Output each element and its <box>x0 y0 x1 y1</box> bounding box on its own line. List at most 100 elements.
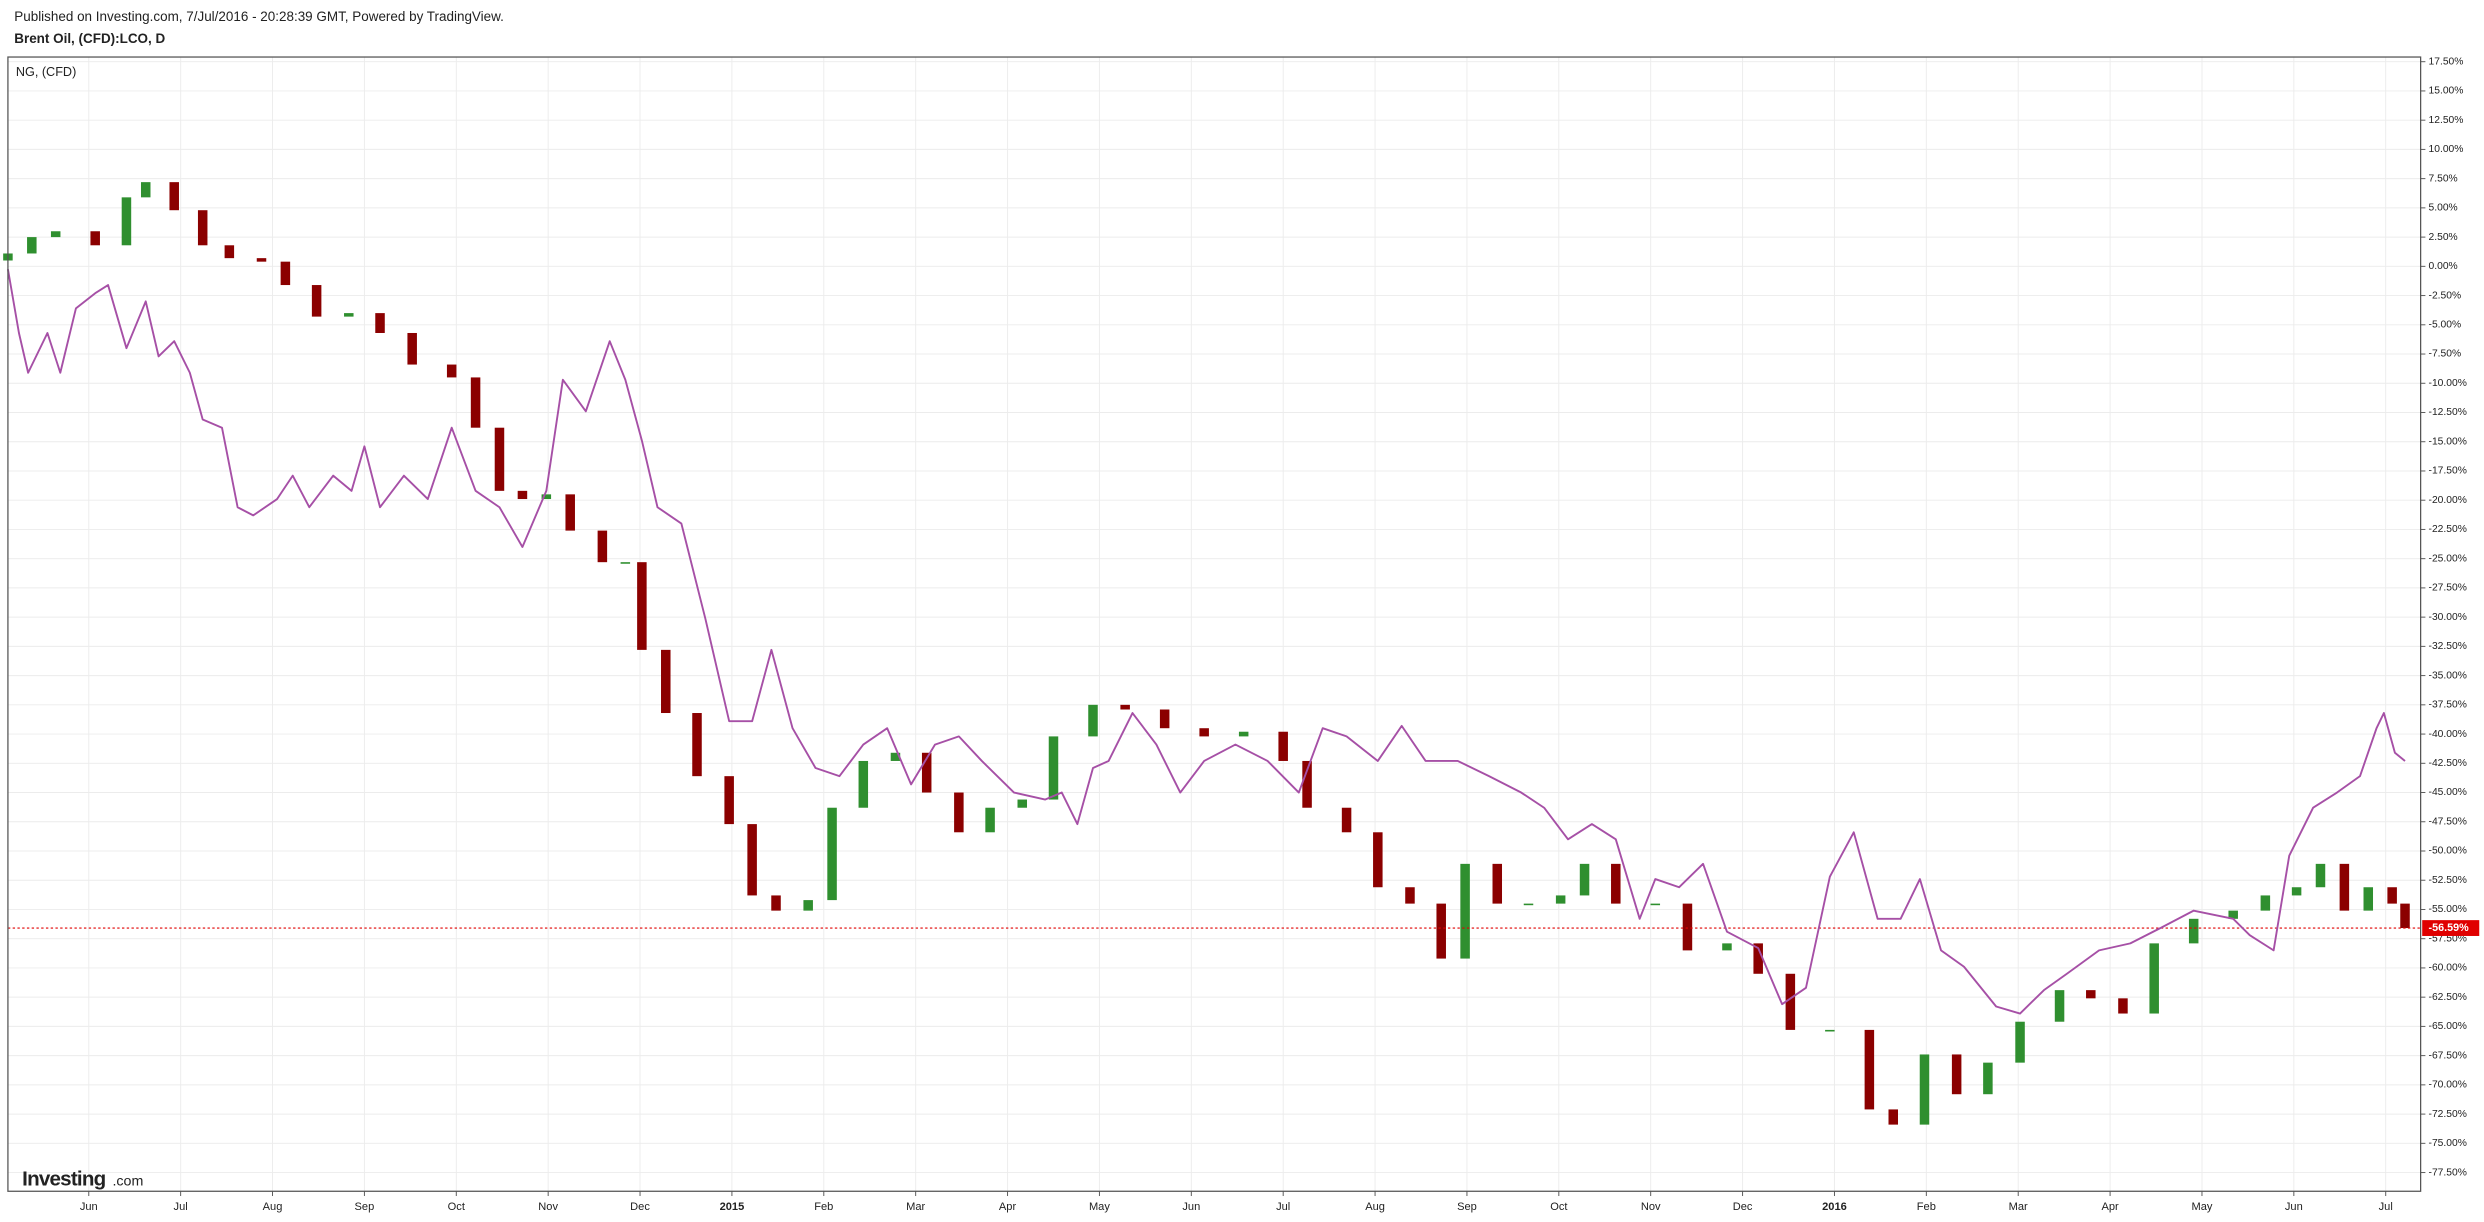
y-tick-label: -52.50% <box>2429 875 2467 886</box>
x-tick-label: Apr <box>2101 1201 2119 1213</box>
grid <box>7 57 2421 1192</box>
candle-body <box>1492 863 1503 904</box>
candle-body <box>494 427 505 491</box>
candle-body <box>747 824 757 896</box>
x-tick-label: Mar <box>906 1201 925 1213</box>
candle-body <box>858 760 869 808</box>
y-tick-label: 2.50% <box>2429 232 2458 243</box>
x-tick-label: Aug <box>1365 1201 1385 1213</box>
y-tick-label: -25.00% <box>2429 553 2467 564</box>
y-tick-label: -27.50% <box>2429 583 2467 594</box>
y-tick-label: -42.50% <box>2429 758 2467 769</box>
x-tick-label: Jul <box>174 1201 188 1213</box>
candle-body <box>2339 863 2350 911</box>
y-tick-label: -7.50% <box>2429 349 2462 360</box>
candle-body <box>2149 943 2159 1014</box>
candle-body <box>637 562 647 650</box>
candle-body <box>1753 943 1763 974</box>
y-tick-label: -2.50% <box>2429 290 2462 301</box>
candle-body <box>1120 704 1130 710</box>
x-tick-label: Apr <box>999 1201 1017 1213</box>
candle-body <box>90 231 100 246</box>
x-tick-label: Sep <box>1457 1201 1477 1213</box>
candle-body <box>1405 887 1415 904</box>
last-price-box <box>2422 920 2480 936</box>
candle-body <box>1611 863 1621 904</box>
y-tick-label: -5.00% <box>2429 320 2462 331</box>
candle-body <box>2228 910 2238 919</box>
y-tick-label: -30.00% <box>2429 612 2467 623</box>
candle-body <box>344 313 354 317</box>
candle-body <box>27 237 37 254</box>
x-tick-label: Nov <box>1641 1201 1661 1213</box>
legend-entry: NG, (CFD) <box>16 65 76 79</box>
y-tick-label: 7.50% <box>2429 173 2458 184</box>
candle-body <box>2400 903 2410 929</box>
y-tick-label: -55.00% <box>2429 904 2467 915</box>
candle-body <box>954 792 964 833</box>
y-tick-label: -65.00% <box>2429 1021 2467 1032</box>
logo-suffix: .com <box>112 1174 143 1190</box>
y-tick-label: -35.00% <box>2429 670 2467 681</box>
y-tick-label: -45.00% <box>2429 787 2467 798</box>
candle-body <box>1341 807 1352 833</box>
candle-body <box>985 807 995 833</box>
candle-body <box>375 313 385 333</box>
candle-body <box>1088 704 1098 737</box>
x-tick-label: Feb <box>1917 1201 1936 1213</box>
candle-body <box>2118 998 2128 1014</box>
y-tick-label: -50.00% <box>2429 846 2467 857</box>
x-tick-label: Jul <box>1276 1201 1290 1213</box>
y-tick-label: -17.50% <box>2429 466 2467 477</box>
last-price-label: -56.59% <box>2429 922 2470 934</box>
candle-body <box>1864 1029 1875 1110</box>
candle-body <box>2387 887 2397 904</box>
candle-body <box>256 258 267 262</box>
candle-body <box>541 494 552 500</box>
candle-body <box>1523 903 1534 906</box>
y-tick-label: -62.50% <box>2429 992 2467 1003</box>
y-tick-label: -37.50% <box>2429 700 2467 711</box>
y-tick-label: 5.00% <box>2429 203 2458 214</box>
y-tick-label: -12.50% <box>2429 407 2467 418</box>
candle-body <box>661 649 671 714</box>
candle-body <box>1555 895 1566 904</box>
y-tick-label: -32.50% <box>2429 641 2467 652</box>
candle-body <box>280 261 291 286</box>
y-tick-label: -15.00% <box>2429 436 2467 447</box>
candle-body <box>224 245 235 259</box>
x-tick-label: Feb <box>814 1201 833 1213</box>
x-tick-label: Nov <box>538 1201 558 1213</box>
x-tick-label: Oct <box>448 1201 465 1213</box>
x-tick-label: 2015 <box>720 1201 745 1213</box>
y-tick-label: 17.50% <box>2429 56 2464 67</box>
candle-body <box>2363 887 2374 911</box>
y-tick-label: -72.50% <box>2429 1109 2467 1120</box>
y-tick-label: 10.00% <box>2429 144 2464 155</box>
candle-body <box>724 776 734 825</box>
candle-body <box>1785 973 1796 1030</box>
y-tick-label: -60.00% <box>2429 963 2467 974</box>
y-tick-label: -75.00% <box>2429 1138 2467 1149</box>
candle-body <box>1373 832 1383 888</box>
candle-body <box>121 197 132 246</box>
y-tick-label: -20.00% <box>2429 495 2467 506</box>
candle-body <box>565 494 575 531</box>
candle-body <box>692 713 702 777</box>
y-tick-label: 15.00% <box>2429 86 2464 97</box>
axes: -77.50% -75.00% -72.50% -70.00% -67.50% -65.0… <box>80 56 2480 1213</box>
y-tick-label: -22.50% <box>2429 524 2467 535</box>
candle-body <box>1436 903 1446 959</box>
series-line <box>6 269 2406 1015</box>
candle-body <box>2315 863 2326 888</box>
x-tick-label: May <box>1089 1201 1110 1213</box>
candle-body <box>517 490 528 500</box>
candle-body <box>620 562 631 564</box>
candle-body <box>169 182 179 211</box>
candle-body <box>2015 1021 2025 1063</box>
candle-body <box>803 900 813 911</box>
candle-body <box>2054 990 2065 1022</box>
x-tick-label: 2016 <box>1822 1201 1847 1213</box>
